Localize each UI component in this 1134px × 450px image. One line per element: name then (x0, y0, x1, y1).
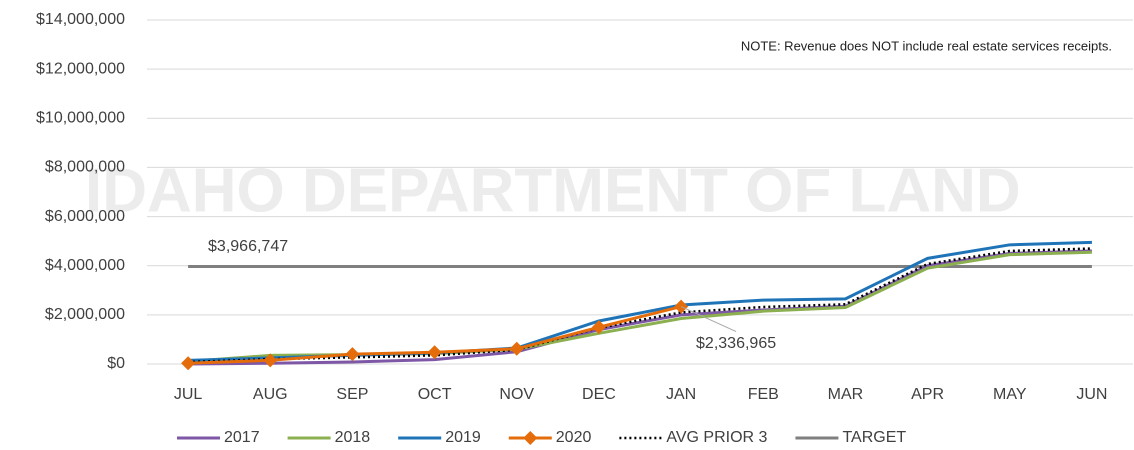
x-tick-label: JUN (1076, 386, 1107, 403)
x-tick-label: JUL (174, 386, 203, 403)
x-tick-label: AUG (253, 386, 288, 403)
data-label: $2,336,965 (696, 335, 776, 352)
marker (181, 356, 196, 371)
y-tick-label: $4,000,000 (45, 257, 125, 274)
data-label: $3,966,747 (208, 238, 288, 255)
legend-label: AVG PRIOR 3 (666, 429, 767, 446)
y-tick-label: $10,000,000 (36, 110, 125, 127)
legend-marker (523, 431, 538, 445)
x-tick-label: APR (911, 386, 944, 403)
series-line (188, 247, 1092, 364)
y-tick-label: $8,000,000 (45, 159, 125, 176)
leader-line (680, 306, 737, 333)
legend-label: 2018 (335, 429, 371, 446)
marker (591, 320, 606, 335)
series-line (188, 249, 1092, 366)
y-tick-label: $6,000,000 (45, 208, 125, 225)
x-tick-label: DEC (582, 386, 616, 403)
x-tick-label: SEP (336, 386, 368, 403)
x-tick-label: MAY (993, 386, 1027, 403)
legend-label: 2020 (556, 429, 592, 446)
watermark: IDAHO DEPARTMENT OF LAND (85, 156, 1021, 225)
y-tick-label: $12,000,000 (36, 60, 125, 77)
marker (427, 345, 442, 360)
x-tick-label: MAR (828, 386, 864, 403)
y-tick-label: $14,000,000 (36, 11, 125, 28)
marker (509, 341, 524, 356)
legend-label: 2017 (224, 429, 260, 446)
x-tick-label: NOV (499, 386, 534, 403)
x-tick-label: FEB (748, 386, 779, 403)
x-tick-label: OCT (418, 386, 452, 403)
marker (345, 347, 360, 362)
legend-label: 2019 (445, 429, 481, 446)
x-tick-label: JAN (666, 386, 696, 403)
legend-label: TARGET (842, 429, 906, 446)
y-tick-label: $2,000,000 (45, 306, 125, 323)
series-line (187, 250, 1092, 364)
marker (263, 353, 278, 368)
y-tick-label: $0 (107, 355, 125, 372)
note: NOTE: Revenue does NOT include real esta… (741, 38, 1112, 53)
